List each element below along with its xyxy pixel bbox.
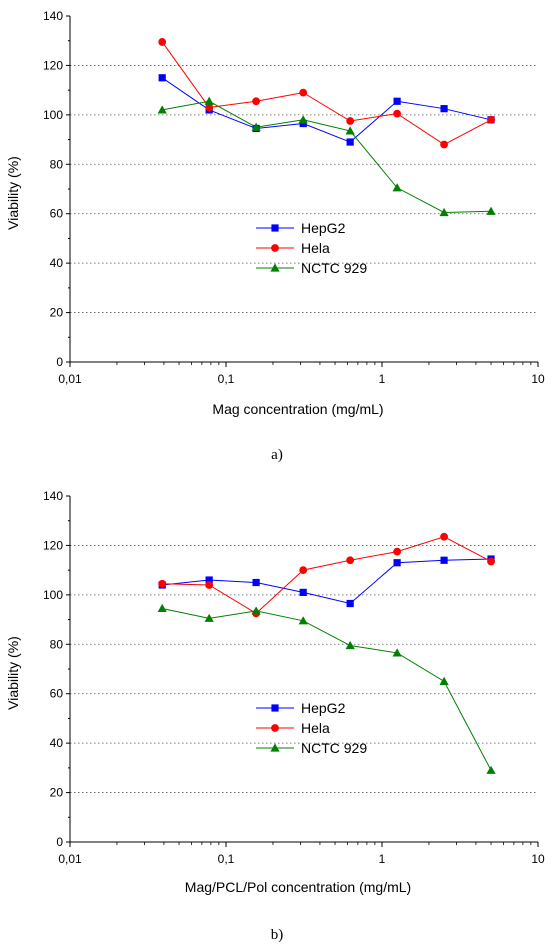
series-nctc-929	[157, 603, 496, 774]
y-tick-label: 120	[43, 538, 63, 552]
data-point	[298, 115, 308, 124]
legend-marker	[270, 263, 280, 272]
data-point	[158, 38, 167, 46]
chart-panel-2: 0 20 40 60 80 100 120 140 0,01 0,1 1 10 Mag/PCL/Pol …	[5, 489, 545, 943]
legend-label: NCTC 929	[301, 740, 367, 756]
data-point	[157, 105, 167, 114]
data-point	[439, 676, 449, 685]
y-tick-label: 100	[43, 108, 63, 122]
legend-label: Hela	[301, 720, 330, 736]
y-tick-label: 60	[50, 207, 64, 221]
y-tick-label: 100	[43, 588, 63, 602]
data-point	[487, 115, 495, 124]
data-point	[345, 640, 355, 650]
x-tick-label: 1	[379, 372, 386, 386]
data-point	[157, 603, 167, 613]
series-line	[161, 77, 492, 143]
legend: HepG2 Hela NCTC 929	[256, 220, 367, 276]
data-point	[205, 103, 214, 112]
x-tick-label: 1	[379, 852, 386, 866]
x-axis-label: Mag concentration (mg/mL)	[212, 401, 383, 417]
legend-label: HepG2	[301, 220, 346, 236]
data-point	[486, 765, 496, 774]
data-point	[204, 613, 214, 622]
panel-caption: b)	[271, 927, 284, 943]
series-nctc-929	[157, 96, 496, 217]
data-point	[393, 559, 401, 567]
x-tick-label: 0,01	[58, 372, 82, 386]
y-tick-label: 40	[50, 256, 64, 270]
x-tick-label: 0,01	[58, 852, 82, 866]
data-point	[252, 578, 260, 587]
data-point	[205, 576, 213, 584]
legend-marker	[271, 244, 279, 252]
series-line	[162, 558, 492, 605]
data-point	[299, 588, 307, 596]
x-tick-label: 0,1	[218, 852, 235, 866]
legend-label: Hela	[301, 240, 330, 256]
data-point	[439, 207, 449, 217]
y-tick-label: 0	[56, 835, 63, 849]
y-tick-label: 120	[43, 58, 63, 72]
data-point	[393, 547, 402, 556]
data-point	[158, 579, 167, 588]
data-point	[251, 606, 261, 615]
x-tick-label: 10	[531, 852, 545, 866]
data-point	[393, 109, 402, 118]
data-point	[392, 183, 402, 192]
legend-label: HepG2	[301, 700, 346, 716]
x-axis-label: Mag/PCL/Pol concentration (mg/mL)	[185, 879, 411, 895]
data-point	[486, 206, 496, 215]
panel-caption: a)	[271, 447, 283, 463]
data-point	[440, 556, 448, 564]
legend-marker	[271, 724, 279, 732]
data-point	[345, 126, 355, 135]
data-point	[346, 138, 354, 146]
data-point	[299, 119, 307, 128]
y-tick-label: 80	[50, 637, 64, 651]
data-point	[392, 648, 402, 657]
y-axis-label: Viability (%)	[5, 156, 21, 230]
y-tick-label: 140	[43, 9, 63, 23]
data-point	[440, 105, 448, 113]
legend-marker	[270, 743, 280, 752]
series-line	[162, 100, 492, 213]
y-tick-label: 140	[43, 489, 63, 503]
series-line	[162, 536, 492, 615]
data-point	[299, 566, 308, 575]
data-point	[158, 74, 166, 82]
y-axis-label: Viability (%)	[5, 636, 21, 710]
legend-marker	[271, 704, 279, 712]
data-point	[252, 97, 261, 106]
series-line	[162, 607, 492, 771]
legend-label: NCTC 929	[301, 260, 367, 276]
y-tick-label: 20	[50, 306, 64, 320]
y-tick-label: 80	[50, 157, 64, 171]
chart-panel-1: 0 20 40 60 80 100 120 140 0,01 0,1 1 10 Mag concentr…	[5, 9, 545, 463]
x-tick-label: 0,1	[218, 372, 235, 386]
series-line	[161, 41, 492, 146]
data-point	[346, 117, 355, 125]
series-hela	[158, 38, 495, 149]
data-point	[204, 96, 214, 105]
data-point	[298, 616, 308, 625]
y-tick-label: 0	[56, 355, 63, 369]
data-point	[440, 140, 448, 149]
data-point	[251, 122, 261, 131]
data-point	[205, 581, 214, 589]
data-point	[299, 88, 308, 97]
legend-marker	[271, 224, 279, 232]
y-tick-label: 60	[50, 687, 64, 701]
data-point	[346, 556, 355, 565]
data-point	[393, 97, 401, 105]
series-hela	[158, 532, 495, 618]
x-tick-label: 10	[531, 372, 545, 386]
y-tick-label: 40	[50, 736, 64, 750]
y-tick-label: 20	[50, 786, 64, 800]
data-point	[440, 532, 448, 541]
data-point	[487, 557, 495, 566]
data-point	[346, 599, 354, 608]
legend: HepG2 Hela NCTC 929	[256, 700, 367, 756]
